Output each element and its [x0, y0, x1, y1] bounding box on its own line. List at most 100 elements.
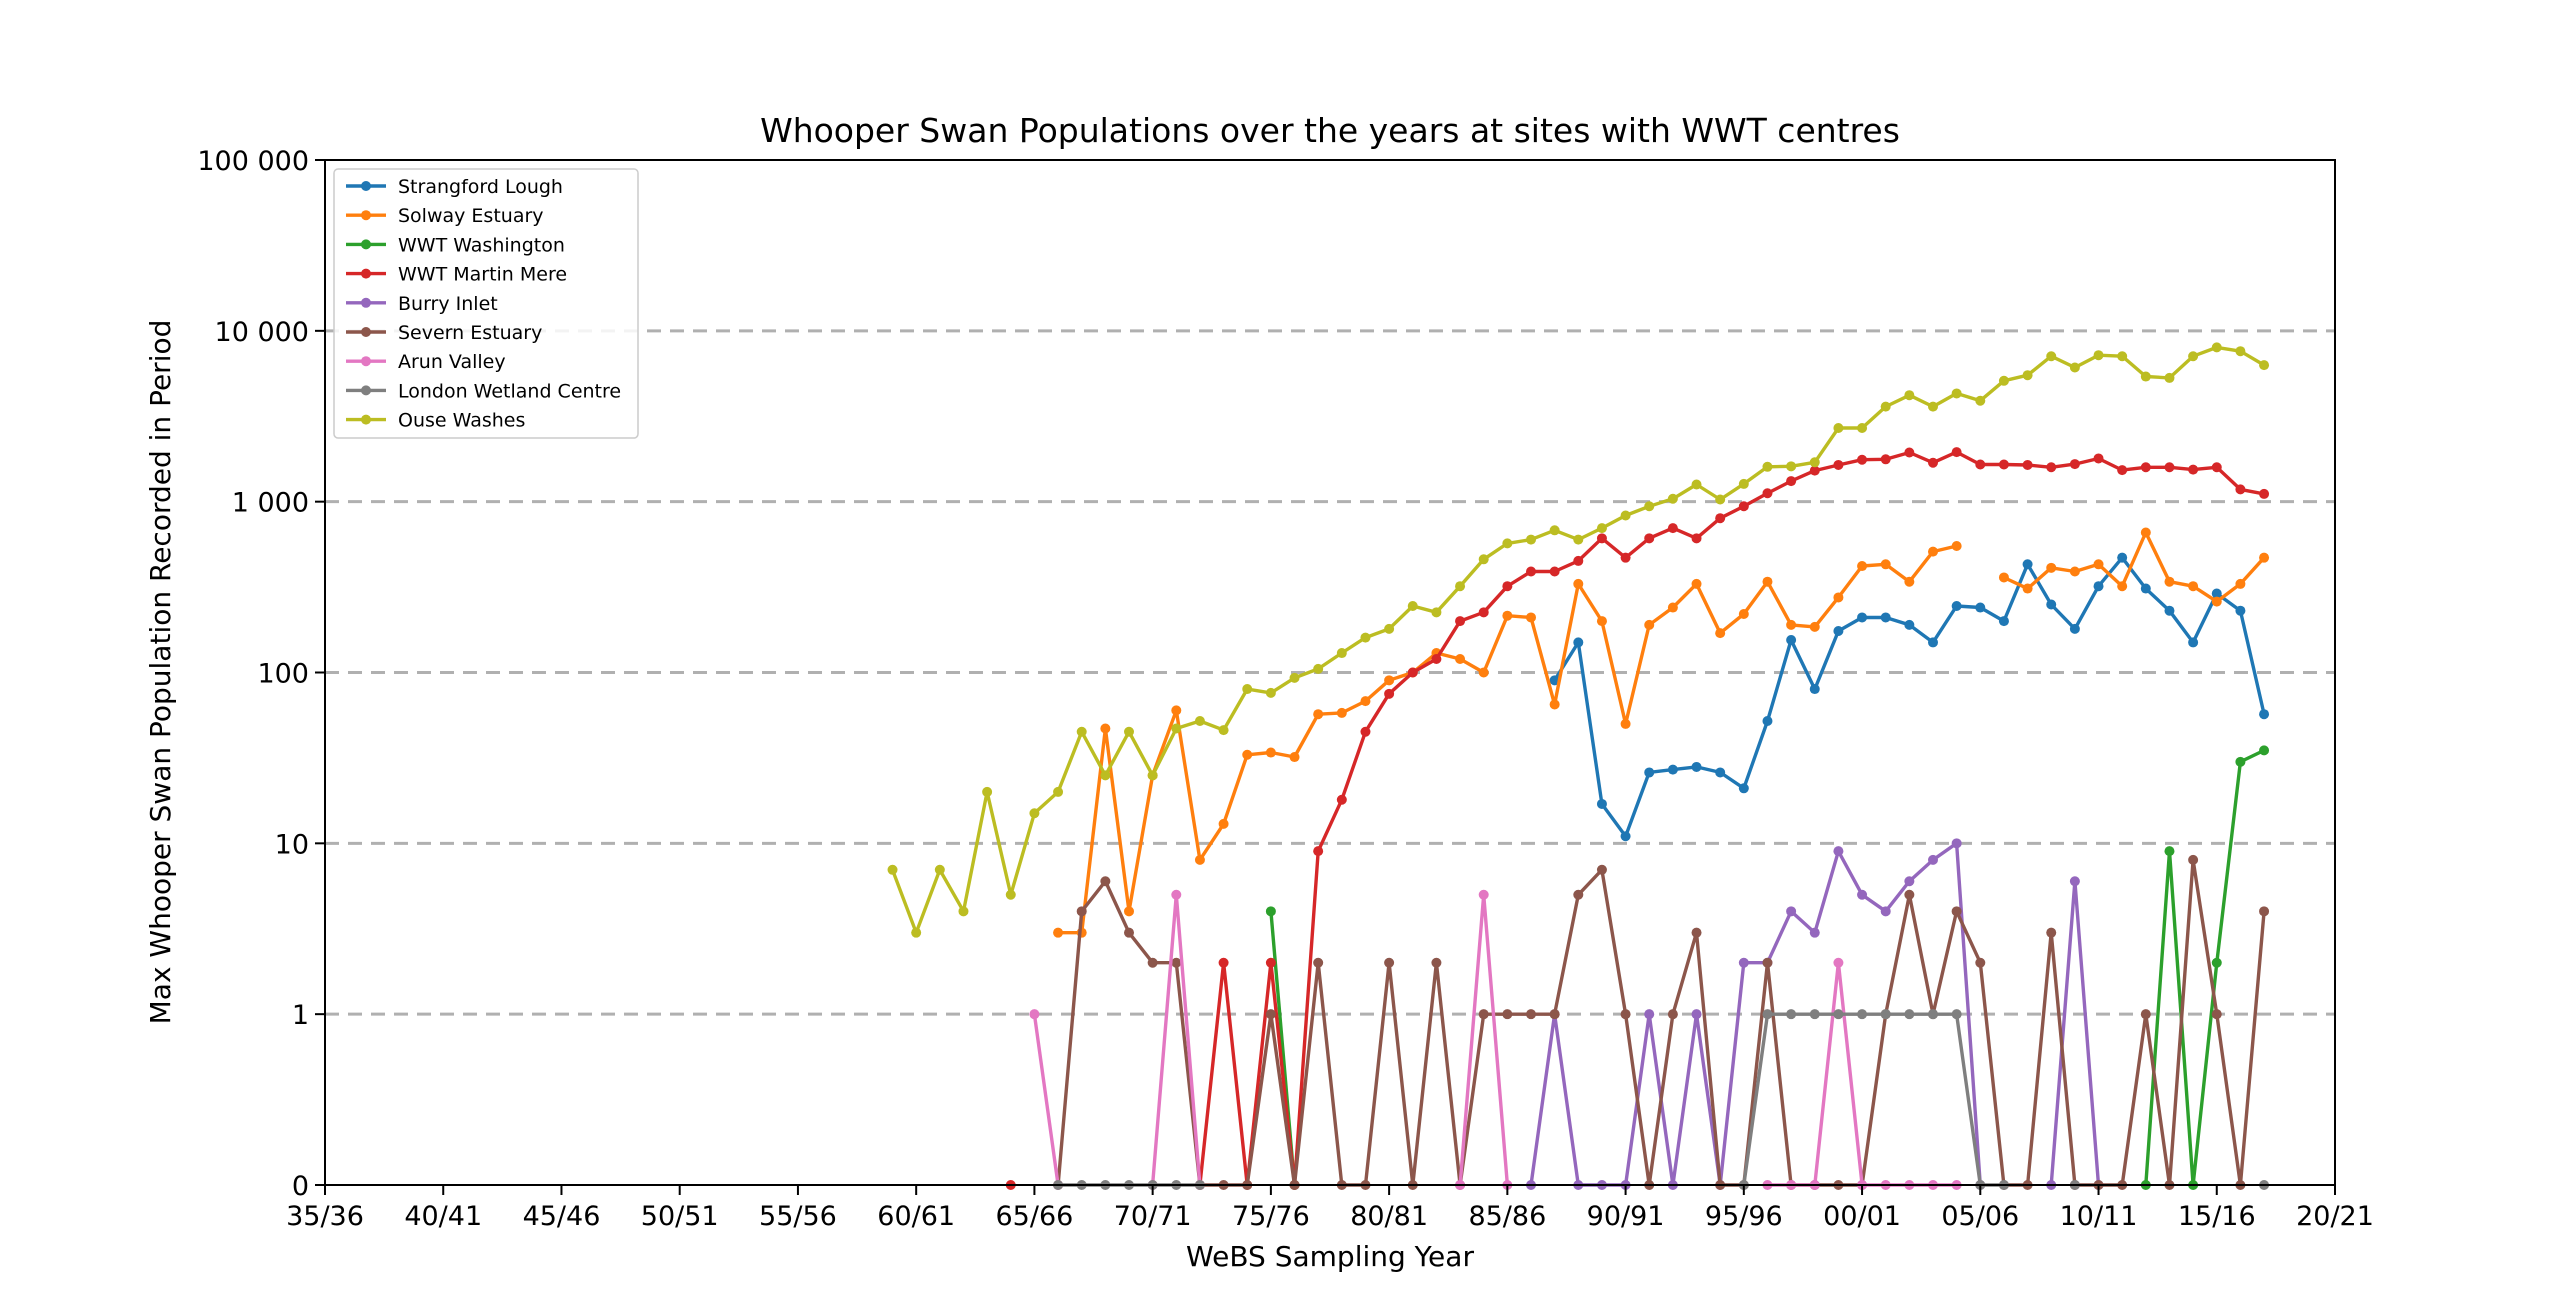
data-point — [1952, 1009, 1962, 1019]
legend-swatch-marker — [361, 210, 371, 220]
data-point — [1881, 402, 1891, 412]
series-line — [1555, 558, 2265, 837]
data-point — [1644, 533, 1654, 543]
data-point — [1219, 819, 1229, 829]
legend-swatch-marker — [361, 415, 371, 425]
data-point — [1668, 765, 1678, 775]
y-tick-label: 100 000 — [197, 146, 309, 177]
data-point — [1171, 724, 1181, 734]
data-point — [1715, 767, 1725, 777]
legend-swatch-marker — [361, 327, 371, 337]
y-axis-label: Max Whooper Swan Population Recorded in … — [144, 320, 177, 1025]
data-point — [1904, 876, 1914, 886]
data-point — [1857, 561, 1867, 571]
data-point — [1573, 890, 1583, 900]
data-point — [1692, 762, 1702, 772]
x-tick-label: 45/46 — [523, 1201, 601, 1232]
data-point — [1408, 668, 1418, 678]
data-point — [1360, 696, 1370, 706]
data-point — [1502, 611, 1512, 621]
data-point — [1881, 559, 1891, 569]
data-point — [1431, 654, 1441, 664]
data-point — [1715, 494, 1725, 504]
data-point — [1597, 533, 1607, 543]
data-point — [1479, 607, 1489, 617]
x-tick-label: 75/76 — [1232, 1201, 1310, 1232]
data-point — [1928, 458, 1938, 468]
data-point — [1928, 402, 1938, 412]
y-tick-label: 10 — [275, 829, 309, 860]
x-tick-label: 90/91 — [1587, 1201, 1665, 1232]
x-tick-label: 55/56 — [759, 1201, 837, 1232]
data-point — [1313, 958, 1323, 968]
data-point — [958, 906, 968, 916]
data-point — [2164, 846, 2174, 856]
data-point — [1124, 727, 1134, 737]
series-line — [1153, 895, 1200, 1185]
data-point — [1999, 376, 2009, 386]
data-point — [2117, 553, 2127, 563]
data-point — [1762, 462, 1772, 472]
data-point — [1337, 795, 1347, 805]
data-point — [1148, 958, 1158, 968]
data-point — [1479, 890, 1489, 900]
data-point — [1621, 553, 1631, 563]
data-point — [1975, 958, 1985, 968]
data-point — [1810, 622, 1820, 632]
data-point — [1526, 567, 1536, 577]
data-point — [1621, 831, 1631, 841]
data-point — [1100, 770, 1110, 780]
x-tick-label: 95/96 — [1705, 1201, 1783, 1232]
x-tick-label: 85/86 — [1468, 1201, 1546, 1232]
data-point — [1597, 616, 1607, 626]
data-point — [2141, 527, 2151, 537]
data-point — [1006, 890, 1016, 900]
data-point — [1644, 501, 1654, 511]
x-tick-label: 80/81 — [1350, 1201, 1428, 1232]
data-point — [1384, 689, 1394, 699]
data-point — [1053, 787, 1063, 797]
data-point — [1999, 460, 2009, 470]
data-point — [982, 787, 992, 797]
data-point — [2070, 459, 2080, 469]
data-point — [1053, 928, 1063, 938]
data-point — [1573, 535, 1583, 545]
data-point — [1266, 688, 1276, 698]
data-point — [1219, 725, 1229, 735]
data-point — [2164, 577, 2174, 587]
data-point — [1715, 628, 1725, 638]
data-point — [1739, 501, 1749, 511]
data-point — [1219, 958, 1229, 968]
data-point — [1810, 457, 1820, 467]
data-point — [2212, 597, 2222, 607]
data-point — [2141, 372, 2151, 382]
series-lines — [888, 342, 2270, 1190]
data-point — [2235, 757, 2245, 767]
series-line — [2051, 881, 2098, 1185]
data-point — [2235, 484, 2245, 494]
data-point — [1928, 855, 1938, 865]
data-point — [1833, 846, 1843, 856]
data-point — [1502, 538, 1512, 548]
data-point — [2070, 567, 2080, 577]
data-point — [1290, 752, 1300, 762]
data-point — [2259, 489, 2269, 499]
data-point — [2212, 958, 2222, 968]
data-point — [1077, 906, 1087, 916]
data-point — [1952, 541, 1962, 551]
data-point — [1904, 448, 1914, 458]
x-tick-label: 10/11 — [2060, 1201, 2138, 1232]
data-point — [1904, 890, 1914, 900]
data-point — [1195, 716, 1205, 726]
data-point — [2046, 928, 2056, 938]
y-tick-label: 1 000 — [232, 488, 309, 519]
data-point — [1692, 1009, 1702, 1019]
data-point — [1762, 1009, 1772, 1019]
data-point — [1975, 603, 1985, 613]
data-point — [1384, 958, 1394, 968]
legend-label: Arun Valley — [398, 351, 506, 373]
data-point — [1171, 890, 1181, 900]
data-point — [1148, 770, 1158, 780]
data-point — [1384, 624, 1394, 634]
data-point — [1881, 1009, 1891, 1019]
